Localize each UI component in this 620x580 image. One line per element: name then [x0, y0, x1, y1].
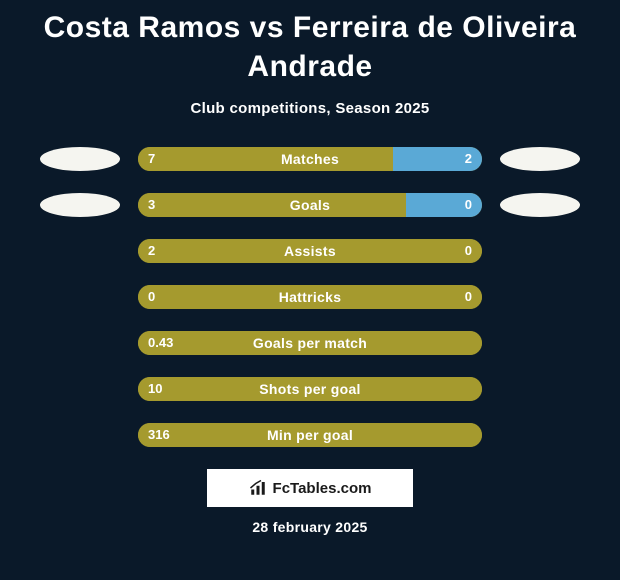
stat-value-right: 2 — [465, 147, 472, 171]
stat-value-right: 0 — [465, 285, 472, 309]
stat-bar: Assists2 0 — [138, 239, 482, 263]
stat-row: Min per goal316 — [0, 423, 620, 447]
stats-container: Matches72Goals30Assists20Hattricks00Goal… — [0, 147, 620, 447]
avatar-spacer — [40, 239, 120, 263]
player-avatar-right — [500, 193, 580, 217]
stat-bar: Goals3 0 — [138, 193, 482, 217]
avatar-spacer — [40, 285, 120, 309]
avatar-spacer — [40, 423, 120, 447]
player-avatar-left — [40, 193, 120, 217]
stat-label: Goals — [138, 193, 482, 217]
stat-row: Goals3 0 — [0, 193, 620, 217]
avatar-spacer — [40, 331, 120, 355]
stat-value-left: 0 — [148, 285, 155, 309]
stat-label: Hattricks — [138, 285, 482, 309]
stat-value-left: 10 — [148, 377, 162, 401]
avatar-spacer — [40, 377, 120, 401]
stat-value-left: 3 — [148, 193, 155, 217]
stat-label: Min per goal — [138, 423, 482, 447]
stat-value-left: 7 — [148, 147, 155, 171]
avatar-spacer — [500, 331, 580, 355]
avatar-spacer — [500, 285, 580, 309]
avatar-spacer — [500, 423, 580, 447]
avatar-spacer — [500, 377, 580, 401]
stat-row: Assists2 0 — [0, 239, 620, 263]
stat-value-left: 316 — [148, 423, 170, 447]
page-title: Costa Ramos vs Ferreira de Oliveira Andr… — [0, 0, 620, 86]
stat-label: Matches — [138, 147, 482, 171]
stat-bar: Min per goal316 — [138, 423, 482, 447]
date-text: 28 february 2025 — [0, 519, 620, 535]
stat-row: Shots per goal10 — [0, 377, 620, 401]
stat-row: Matches7 2 — [0, 147, 620, 171]
subtitle: Club competitions, Season 2025 — [0, 100, 620, 117]
stat-bar: Matches7 2 — [138, 147, 482, 171]
stat-bar: Goals per match0.43 — [138, 331, 482, 355]
stat-bar: Shots per goal10 — [138, 377, 482, 401]
player-avatar-left — [40, 147, 120, 171]
chart-icon — [249, 479, 267, 497]
stat-label: Assists — [138, 239, 482, 263]
brand-badge: FcTables.com — [207, 469, 413, 507]
player-avatar-right — [500, 147, 580, 171]
avatar-spacer — [500, 239, 580, 263]
stat-label: Shots per goal — [138, 377, 482, 401]
stat-row: Hattricks0 0 — [0, 285, 620, 309]
stat-row: Goals per match0.43 — [0, 331, 620, 355]
brand-text: FcTables.com — [273, 480, 372, 497]
stat-value-left: 0.43 — [148, 331, 173, 355]
stat-value-right: 0 — [465, 239, 472, 263]
stat-bar: Hattricks0 0 — [138, 285, 482, 309]
stat-value-left: 2 — [148, 239, 155, 263]
stat-value-right: 0 — [465, 193, 472, 217]
stat-label: Goals per match — [138, 331, 482, 355]
